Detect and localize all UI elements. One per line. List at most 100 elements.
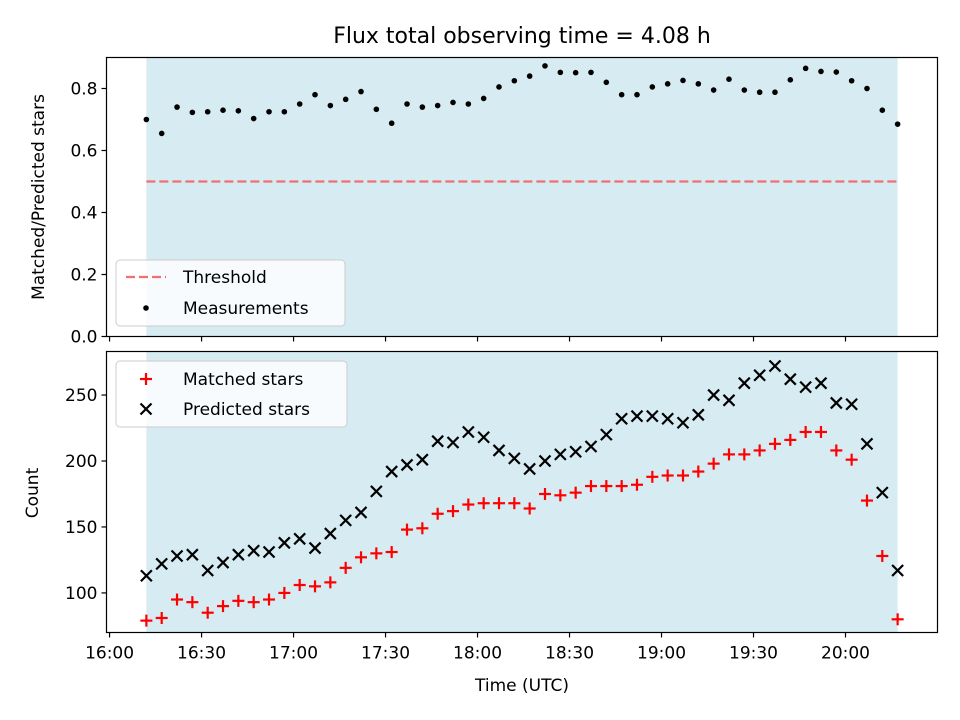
- predicted-point: [462, 425, 475, 439]
- measurement-point: [864, 85, 870, 92]
- bottom-y-ticks: 100 150 200 250: [65, 386, 107, 604]
- measurement-point: [833, 69, 840, 75]
- predicted-point: [814, 376, 828, 390]
- matched-points: [140, 425, 904, 627]
- matched-point: [768, 437, 781, 450]
- measurement-point: [434, 102, 441, 109]
- measurement-point: [281, 108, 288, 115]
- matched-point: [676, 469, 689, 482]
- measurement-point: [726, 76, 732, 82]
- bottom-axes-frame: [105, 350, 939, 634]
- predicted-point: [584, 440, 598, 453]
- predicted-point: [676, 416, 690, 430]
- predicted-point: [278, 536, 291, 550]
- matched-point: [584, 480, 597, 493]
- matched-point: [201, 606, 214, 619]
- predicted-point: [354, 506, 368, 519]
- predicted-point: [768, 359, 782, 373]
- predicted-point: [830, 396, 843, 410]
- legend-predicted-marker: [139, 402, 153, 416]
- matched-point: [370, 547, 383, 560]
- bottom-x-ticks: 16:00 16:30 17:00 17:30 18:00 18:30 19:00 19:30…: [85, 632, 870, 664]
- x-axis-label: Time (UTC): [474, 676, 569, 696]
- predicted-point: [201, 564, 214, 577]
- matched-point: [462, 498, 475, 511]
- legend-matched-swatch: [140, 373, 152, 385]
- matched-point: [707, 457, 720, 470]
- matched-point: [692, 465, 705, 478]
- measurement-point: [143, 116, 150, 123]
- x-tick-label: 17:00: [269, 644, 318, 664]
- measurement-point: [772, 89, 778, 96]
- legend-predicted-label: Predicted stars: [183, 400, 310, 420]
- measurement-point: [450, 99, 456, 106]
- measurement-point: [787, 77, 794, 83]
- measurement-point: [649, 84, 656, 90]
- matched-point: [814, 425, 827, 438]
- predicted-point: [845, 397, 858, 411]
- predicted-point: [722, 394, 736, 407]
- measurement-point: [296, 101, 303, 107]
- measurement-point: [756, 89, 763, 96]
- predicted-point: [247, 544, 260, 557]
- top-legend-box: [115, 259, 346, 327]
- legend-threshold-label: Threshold: [182, 268, 267, 288]
- predicted-point: [308, 541, 322, 555]
- predicted-point: [385, 465, 398, 478]
- measurement-point: [802, 65, 809, 72]
- matched-point: [447, 505, 460, 518]
- predicted-point: [615, 412, 628, 426]
- measurement-point: [603, 79, 610, 86]
- matched-point: [339, 561, 352, 574]
- matched-point: [508, 497, 521, 510]
- measurement-point: [327, 102, 334, 109]
- matched-point: [401, 523, 414, 536]
- top-y-tick-label: 0.8: [70, 80, 97, 100]
- top-y-tick-label: 0.2: [70, 266, 97, 286]
- measurement-point: [894, 121, 901, 127]
- matched-point: [523, 502, 536, 515]
- measurement-point: [158, 130, 165, 137]
- measurement-points: [143, 63, 901, 137]
- matched-point: [615, 480, 628, 493]
- matched-point: [646, 470, 659, 483]
- top-panel: 0.00.20.40.60.8 Matched/Predicted stars …: [29, 56, 939, 348]
- predicted-point: [400, 458, 414, 472]
- predicted-point: [538, 454, 552, 468]
- measurement-point: [879, 107, 886, 113]
- legend-measurements-label: Measurements: [183, 299, 309, 319]
- measurement-point: [557, 69, 564, 76]
- legend-matched-marker: [140, 373, 152, 385]
- measurement-point: [588, 69, 594, 76]
- predicted-point: [630, 409, 644, 423]
- measurement-point: [526, 73, 533, 79]
- matched-point: [722, 448, 735, 461]
- matched-point: [600, 480, 613, 493]
- matched-point: [630, 478, 643, 491]
- predicted-point: [446, 436, 460, 449]
- matched-point: [554, 489, 567, 502]
- predicted-point: [262, 545, 276, 559]
- x-tick-label: 16:30: [177, 644, 226, 664]
- measurement-point: [250, 115, 257, 122]
- legend-measurements-swatch: [143, 305, 149, 311]
- predicted-point: [170, 549, 184, 563]
- matched-point: [309, 580, 322, 593]
- predicted-point: [784, 372, 797, 386]
- measurement-point: [542, 63, 548, 69]
- measurement-point: [342, 96, 349, 103]
- predicted-point: [799, 380, 812, 394]
- matched-point: [799, 425, 812, 438]
- x-tick-label: 18:30: [545, 644, 594, 664]
- measurement-point: [496, 84, 502, 90]
- measurement-point: [572, 69, 579, 76]
- top-y-tick-label: 0.4: [70, 204, 97, 224]
- top-y-axis-label: Matched/Predicted stars: [29, 94, 49, 300]
- top-axes-frame: [105, 56, 939, 338]
- predicted-point: [140, 569, 153, 583]
- predicted-point: [860, 437, 874, 451]
- predicted-point: [293, 532, 306, 546]
- measurement-point: [204, 108, 211, 115]
- matched-point: [247, 596, 260, 609]
